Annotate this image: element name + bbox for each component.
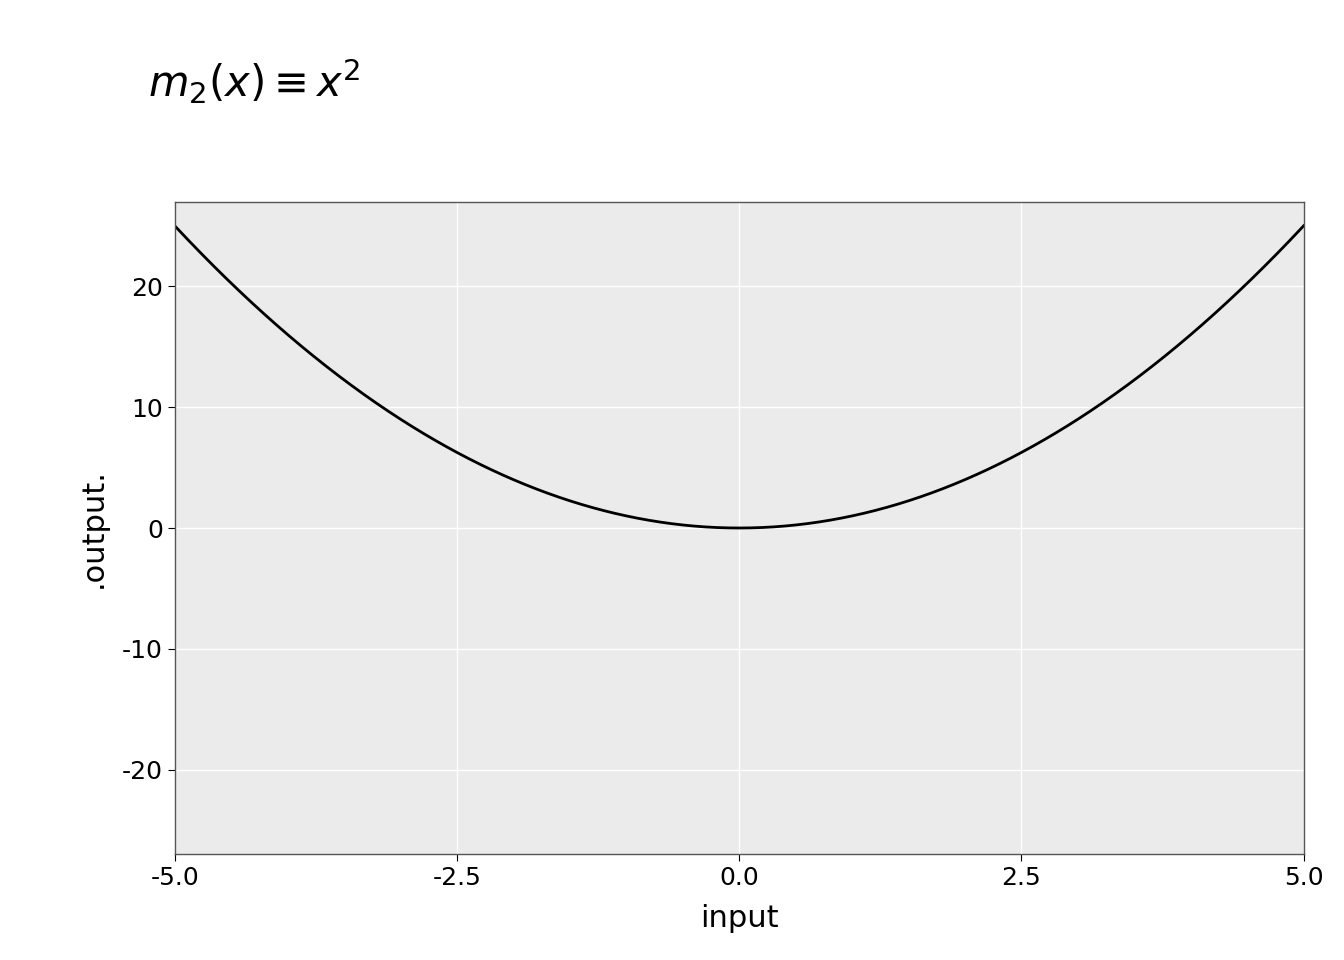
- Text: $m_2(x) \equiv x^2$: $m_2(x) \equiv x^2$: [148, 57, 360, 106]
- Y-axis label: .output.: .output.: [79, 468, 108, 588]
- X-axis label: input: input: [700, 904, 778, 933]
